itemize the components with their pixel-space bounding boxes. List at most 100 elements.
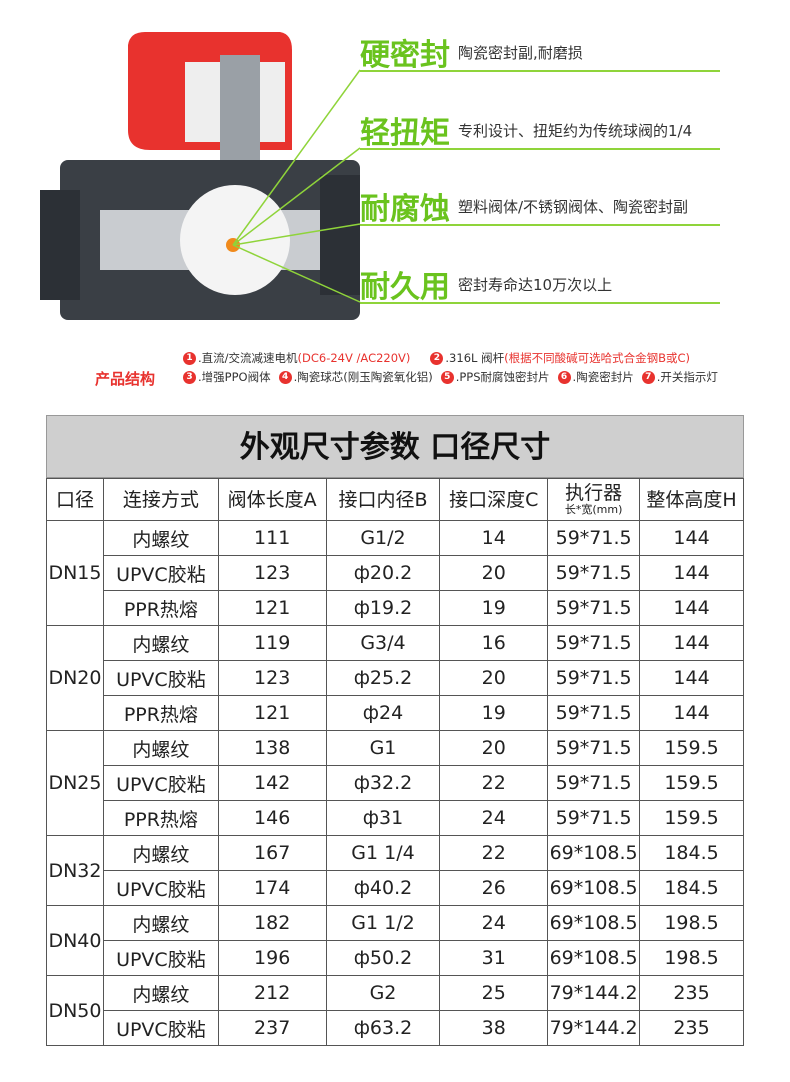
- table-cell: G1 1/2: [325, 905, 441, 941]
- table-row: UPVC胶粘 123 ф25.2 20 59*71.5 144: [47, 660, 744, 696]
- table-cell: 59*71.5: [547, 520, 641, 556]
- column-header: 接口内径B: [325, 478, 441, 521]
- table-cell: 159.5: [639, 800, 744, 836]
- size-cell: DN25: [46, 730, 104, 836]
- size-cell: DN15: [46, 520, 104, 626]
- header-label: 连接方式: [122, 488, 199, 511]
- table-cell: 111: [217, 520, 327, 556]
- column-header: 连接方式: [102, 478, 219, 521]
- table-cell: G2: [325, 975, 441, 1011]
- size-cell: DN40: [46, 905, 104, 976]
- header-label: 接口深度C: [449, 488, 539, 511]
- table-cell: PPR热熔: [102, 695, 219, 731]
- table-row: DN20 内螺纹 119 G3/4 16 59*71.5 144: [46, 625, 744, 731]
- table-cell: 184.5: [639, 870, 744, 906]
- table-cell: ф20.2: [325, 555, 441, 591]
- table-cell: 24: [439, 905, 549, 941]
- table-cell: ф24: [325, 695, 441, 731]
- table-cell: 内螺纹: [102, 730, 219, 766]
- table-cell: 144: [639, 590, 744, 626]
- table-cell: G3/4: [325, 625, 441, 661]
- structure-item-text: .开关指示灯: [656, 370, 718, 384]
- table-cell: 69*108.5: [547, 835, 641, 871]
- table-cell: 123: [217, 555, 327, 591]
- structure-item-text: .PPS耐腐蚀密封片: [455, 370, 550, 384]
- column-header: 接口深度C: [439, 478, 549, 521]
- number-badge: 2: [430, 352, 444, 365]
- header-label: 执行器: [565, 482, 623, 504]
- dimension-table: 口径 连接方式 阀体长度A 接口内径B 接口深度C 执行器 长*宽(mm) 整体高度H DN1…: [46, 478, 744, 1046]
- table-cell: 198.5: [639, 940, 744, 976]
- table-cell: PPR热熔: [102, 590, 219, 626]
- table-cell: 14: [439, 520, 549, 556]
- table-cell: G1: [325, 730, 441, 766]
- table-row: DN15 内螺纹 111 G1/2 14 59*71.5 144: [46, 520, 744, 626]
- structure-item-note: (DC6-24V /AC220V): [297, 351, 411, 365]
- structure-item: 4 .陶瓷球芯(刚玉陶瓷氧化铝): [278, 369, 433, 386]
- table-cell: 237: [217, 1010, 327, 1046]
- table-cell: 121: [217, 590, 327, 626]
- table-row: PPR热熔 146 ф31 24 59*71.5 159.5: [47, 800, 744, 836]
- table-cell: 69*108.5: [547, 940, 641, 976]
- structure-item: 6 .陶瓷密封片: [557, 369, 634, 386]
- table-cell: UPVC胶粘: [102, 555, 219, 591]
- table-cell: G1 1/4: [325, 835, 441, 871]
- number-badge: 1: [183, 352, 196, 365]
- table-cell: UPVC胶粘: [102, 940, 219, 976]
- table-cell: 212: [217, 975, 327, 1011]
- table-row: UPVC胶粘 123 ф20.2 20 59*71.5 144: [47, 555, 744, 591]
- table-cell: 22: [439, 835, 549, 871]
- table-cell: 184.5: [639, 835, 744, 871]
- table-cell: 235: [639, 975, 744, 1011]
- table-cell: 123: [217, 660, 327, 696]
- feature-corrosion: 耐腐蚀 塑料阀体/不锈钢阀体、陶瓷密封副: [360, 184, 785, 228]
- size-cell: DN20: [46, 625, 104, 731]
- table-cell: 142: [217, 765, 327, 801]
- valve-cutaway-image: [40, 32, 361, 320]
- table-cell: ф40.2: [325, 870, 441, 906]
- table-cell: 20: [439, 660, 549, 696]
- table-cell: ф31: [325, 800, 441, 836]
- table-cell: 144: [639, 555, 744, 591]
- size-cell: DN50: [46, 975, 104, 1046]
- number-badge: 7: [641, 371, 655, 384]
- column-header: 执行器 长*宽(mm): [547, 478, 641, 521]
- table-cell: 19: [439, 695, 549, 731]
- table-cell: 59*71.5: [547, 625, 641, 661]
- structure-item: 7 .开关指示灯: [641, 369, 718, 386]
- structure-item-text: .增强PPO阀体: [198, 370, 271, 384]
- table-cell: 146: [217, 800, 327, 836]
- structure-item: 3 .增强PPO阀体: [183, 369, 271, 386]
- table-cell: ф50.2: [325, 940, 441, 976]
- table-cell: 119: [217, 625, 327, 661]
- column-header: 整体高度H: [639, 478, 744, 521]
- number-badge: 5: [440, 371, 454, 384]
- structure-item-text: .直流/交流减速电机: [198, 351, 298, 365]
- structure-legend: 产品结构 1 .直流/交流减速电机(DC6-24V /AC220V) 2.316L …: [95, 350, 785, 408]
- table-row: UPVC胶粘 142 ф32.2 22 59*71.5 159.5: [47, 765, 744, 801]
- table-cell: 138: [217, 730, 327, 766]
- table-title: 外观尺寸参数 口径尺寸: [46, 415, 744, 478]
- table-cell: 121: [217, 695, 327, 731]
- table-cell: 内螺纹: [102, 625, 219, 661]
- structure-item-text: .陶瓷球芯(刚玉陶瓷氧化铝): [293, 370, 433, 384]
- column-header: 阀体长度A: [217, 478, 327, 521]
- table-cell: 59*71.5: [547, 730, 641, 766]
- table-cell: 24: [439, 800, 549, 836]
- table-cell: 内螺纹: [102, 975, 219, 1011]
- table-row: PPR热熔 121 ф24 19 59*71.5 144: [47, 695, 744, 731]
- table-cell: 20: [439, 730, 549, 766]
- table-cell: 31: [439, 940, 549, 976]
- table-cell: 内螺纹: [102, 835, 219, 871]
- structure-item-text: .316L 阀杆: [445, 351, 505, 365]
- table-cell: 69*108.5: [547, 870, 641, 906]
- table-cell: 174: [217, 870, 327, 906]
- table-cell: 26: [439, 870, 549, 906]
- number-badge: 3: [183, 371, 196, 384]
- table-cell: 25: [439, 975, 549, 1011]
- structure-heading: 产品结构: [95, 370, 156, 388]
- product-illustration: 硬密封 陶瓷密封副,耐磨损 轻扭矩 专利设计、扭矩约为传统球阀的1/4 耐腐蚀 塑料阀…: [0, 0, 790, 410]
- size-cell: DN32: [46, 835, 104, 906]
- table-cell: PPR热熔: [102, 800, 219, 836]
- table-row: DN25 内螺纹 138 G1 20 59*71.5 159.5: [46, 730, 744, 836]
